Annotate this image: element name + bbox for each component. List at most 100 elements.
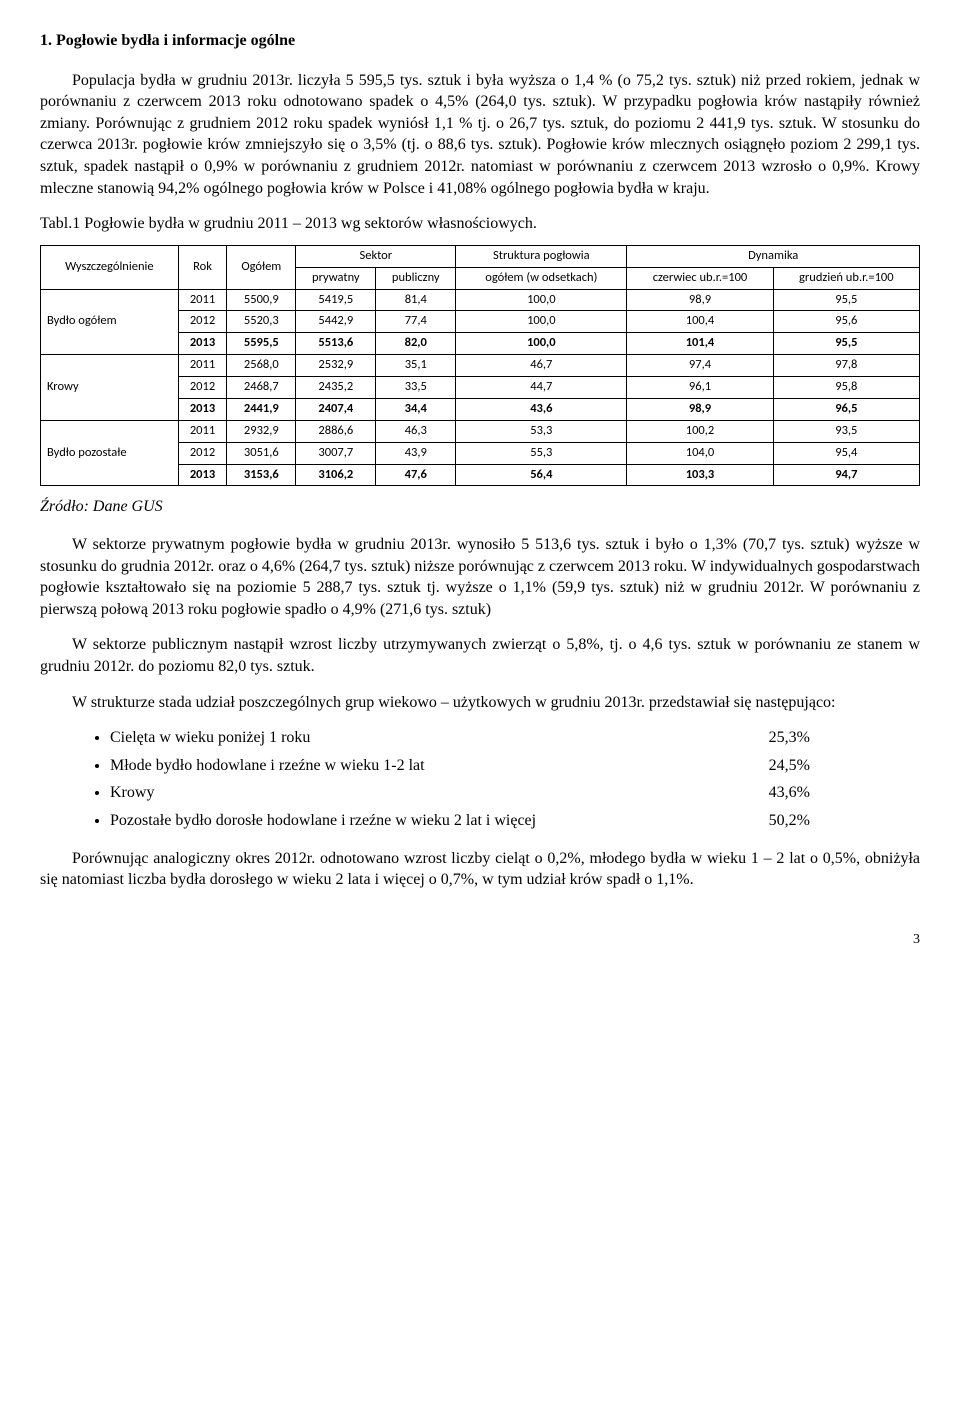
cell: 2568,0 [227,355,296,377]
cell: 77,4 [376,311,456,333]
th-czerwiec: czerwiec ub.r.=100 [627,267,773,289]
cell: 56,4 [456,464,627,486]
cell: 81,4 [376,289,456,311]
th-ogolem-odsetki: ogółem (w odsetkach) [456,267,627,289]
list-item-value: 24,5% [769,755,810,777]
cell: 2013 [178,333,227,355]
cell: 97,4 [627,355,773,377]
cell: 35,1 [376,355,456,377]
cell: 2012 [178,311,227,333]
cell: 2011 [178,355,227,377]
cell: 2012 [178,377,227,399]
th-ogolem: Ogółem [227,245,296,289]
cell: 98,9 [627,289,773,311]
page-number: 3 [40,931,920,950]
cell: 47,6 [376,464,456,486]
list-item: Cielęta w wieku poniżej 1 roku 25,3% [110,727,920,749]
cell: 95,4 [773,442,919,464]
cell: 3007,7 [296,442,376,464]
cell: 2441,9 [227,398,296,420]
group-label: Krowy [41,355,179,421]
list-item: Młode bydło hodowlane i rzeźne w wieku 1… [110,755,920,777]
paragraph-3: W sektorze publicznym nastąpił wzrost li… [40,634,920,677]
cell: 55,3 [456,442,627,464]
list-item-text: Młode bydło hodowlane i rzeźne w wieku 1… [110,755,425,777]
cell: 100,0 [456,333,627,355]
cell: 95,5 [773,289,919,311]
cell: 2532,9 [296,355,376,377]
cell: 96,1 [627,377,773,399]
cell: 101,4 [627,333,773,355]
cell: 5513,6 [296,333,376,355]
cell: 5419,5 [296,289,376,311]
cell: 3153,6 [227,464,296,486]
cell: 95,8 [773,377,919,399]
cell: 93,5 [773,420,919,442]
cell: 2468,7 [227,377,296,399]
cell: 2407,4 [296,398,376,420]
table-source: Źródło: Dane GUS [40,496,920,518]
list-item-text: Krowy [110,782,154,804]
table-row: Krowy20112568,02532,935,146,797,497,8 [41,355,920,377]
list-item: Krowy 43,6% [110,782,920,804]
cell: 100,2 [627,420,773,442]
cell: 96,5 [773,398,919,420]
list-item-value: 25,3% [769,727,810,749]
list-item-text: Cielęta w wieku poniżej 1 roku [110,727,310,749]
th-sektor: Sektor [296,245,456,267]
th-rok: Rok [178,245,227,289]
cell: 82,0 [376,333,456,355]
cell: 2013 [178,398,227,420]
cell: 98,9 [627,398,773,420]
cell: 104,0 [627,442,773,464]
cell: 43,6 [456,398,627,420]
paragraph-4: W strukturze stada udział poszczególnych… [40,692,920,714]
paragraph-1: Populacja bydła w grudniu 2013r. liczyła… [40,70,920,200]
th-dynamika: Dynamika [627,245,920,267]
th-publiczny: publiczny [376,267,456,289]
list-item-value: 43,6% [769,782,810,804]
data-table: Wyszczególnienie Rok Ogółem Sektor Struk… [40,245,920,487]
table-caption: Tabl.1 Pogłowie bydła w grudniu 2011 – 2… [40,213,920,235]
cell: 34,4 [376,398,456,420]
th-grudzien: grudzień ub.r.=100 [773,267,919,289]
group-label: Bydło ogółem [41,289,179,355]
bullet-list: Cielęta w wieku poniżej 1 roku 25,3% Młode… [40,727,920,831]
table-row: Bydło ogółem20115500,95419,581,4100,098,… [41,289,920,311]
group-label: Bydło pozostałe [41,420,179,486]
cell: 2886,6 [296,420,376,442]
cell: 33,5 [376,377,456,399]
list-item-value: 50,2% [769,810,810,832]
cell: 95,5 [773,333,919,355]
paragraph-2: W sektorze prywatnym pogłowie bydła w gr… [40,534,920,620]
th-prywatny: prywatny [296,267,376,289]
th-struktura: Struktura pogłowia [456,245,627,267]
cell: 5500,9 [227,289,296,311]
cell: 2011 [178,289,227,311]
list-item-text: Pozostałe bydło dorosłe hodowlane i rzeź… [110,810,536,832]
cell: 103,3 [627,464,773,486]
th-wyszczegolnienie: Wyszczególnienie [41,245,179,289]
cell: 97,8 [773,355,919,377]
list-item: Pozostałe bydło dorosłe hodowlane i rzeź… [110,810,920,832]
cell: 5442,9 [296,311,376,333]
cell: 43,9 [376,442,456,464]
cell: 100,0 [456,311,627,333]
cell: 5520,3 [227,311,296,333]
cell: 100,0 [456,289,627,311]
cell: 53,3 [456,420,627,442]
cell: 46,7 [456,355,627,377]
table-row: Bydło pozostałe20112932,92886,646,353,31… [41,420,920,442]
section-heading: 1. Pogłowie bydła i informacje ogólne [40,30,920,52]
cell: 5595,5 [227,333,296,355]
cell: 95,6 [773,311,919,333]
cell: 2013 [178,464,227,486]
cell: 3106,2 [296,464,376,486]
cell: 100,4 [627,311,773,333]
cell: 2012 [178,442,227,464]
paragraph-5: Porównując analogiczny okres 2012r. odno… [40,848,920,891]
cell: 46,3 [376,420,456,442]
cell: 94,7 [773,464,919,486]
cell: 2011 [178,420,227,442]
cell: 3051,6 [227,442,296,464]
